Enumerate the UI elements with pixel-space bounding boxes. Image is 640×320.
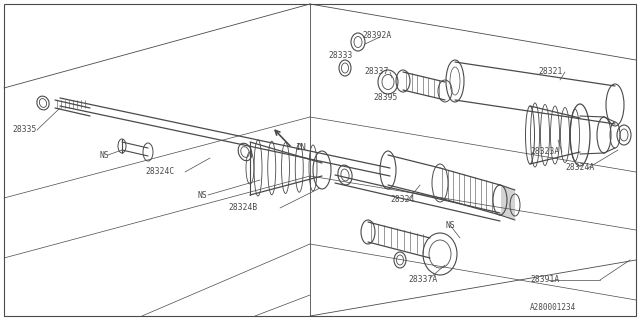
Text: NS: NS: [445, 220, 455, 229]
Text: 28324B: 28324B: [228, 204, 257, 212]
Text: NS: NS: [198, 190, 208, 199]
Text: 28333: 28333: [328, 51, 353, 60]
Text: 28321: 28321: [538, 68, 563, 76]
Text: 28337: 28337: [364, 68, 388, 76]
Text: 28335: 28335: [12, 125, 36, 134]
Text: 28324: 28324: [390, 196, 414, 204]
Text: 28337A: 28337A: [408, 276, 437, 284]
Text: 28323A: 28323A: [530, 148, 559, 156]
Text: 28395: 28395: [373, 93, 397, 102]
Text: 28324A: 28324A: [565, 164, 595, 172]
Text: NS: NS: [100, 150, 109, 159]
Text: 28392A: 28392A: [362, 30, 391, 39]
Text: A280001234: A280001234: [530, 303, 576, 313]
Text: 28391A: 28391A: [530, 276, 559, 284]
Text: 28324C: 28324C: [145, 167, 174, 177]
Text: IN: IN: [295, 143, 306, 153]
